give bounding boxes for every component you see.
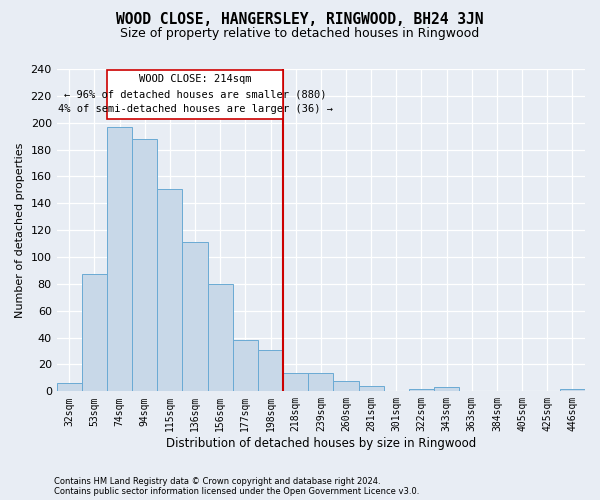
Bar — [107, 127, 132, 392]
Text: WOOD CLOSE, HANGERSLEY, RINGWOOD, BH24 3JN: WOOD CLOSE, HANGERSLEY, RINGWOOD, BH24 3… — [116, 12, 484, 28]
Bar — [56, 384, 82, 392]
Bar — [308, 372, 334, 392]
Text: WOOD CLOSE: 214sqm: WOOD CLOSE: 214sqm — [139, 74, 251, 84]
Text: Contains HM Land Registry data © Crown copyright and database right 2024.: Contains HM Land Registry data © Crown c… — [54, 477, 380, 486]
Text: 4% of semi-detached houses are larger (36) →: 4% of semi-detached houses are larger (3… — [58, 104, 332, 115]
Bar — [409, 388, 434, 392]
Bar — [233, 340, 258, 392]
Y-axis label: Number of detached properties: Number of detached properties — [15, 142, 25, 318]
Bar — [157, 188, 182, 392]
Bar — [560, 388, 585, 392]
Bar — [283, 372, 308, 392]
X-axis label: Distribution of detached houses by size in Ringwood: Distribution of detached houses by size … — [166, 437, 476, 450]
Text: Size of property relative to detached houses in Ringwood: Size of property relative to detached ho… — [121, 28, 479, 40]
Bar — [434, 388, 459, 392]
Bar — [359, 386, 384, 392]
Text: ← 96% of detached houses are smaller (880): ← 96% of detached houses are smaller (88… — [64, 90, 326, 100]
Bar — [132, 139, 157, 392]
Bar — [334, 380, 359, 392]
Bar — [258, 350, 283, 392]
Bar — [208, 284, 233, 392]
FancyBboxPatch shape — [107, 70, 283, 118]
Bar — [182, 242, 208, 392]
Bar — [82, 274, 107, 392]
Text: Contains public sector information licensed under the Open Government Licence v3: Contains public sector information licen… — [54, 487, 419, 496]
